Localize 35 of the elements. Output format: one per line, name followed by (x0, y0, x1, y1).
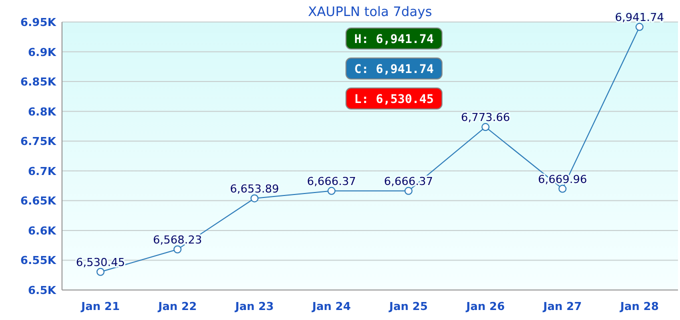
point (482, 123, 490, 132)
chart-title: XAUPLN tola 7days (308, 5, 432, 20)
data-label: 6,530.45 (76, 256, 125, 269)
x-tick-label: Jan 25 (388, 300, 428, 313)
y-tick-label: 6.9K (28, 46, 56, 59)
x-tick-label: Jan 26 (465, 300, 506, 313)
point (636, 22, 644, 31)
y-tick-label: 6.85K (20, 76, 56, 89)
y-tick-label: 6.7K (28, 164, 56, 178)
point (250, 194, 258, 202)
annotation: L: 6,530.45 (354, 92, 434, 106)
data-label: 6,941.74 (615, 10, 664, 24)
y-tick-label: 6.55K (20, 254, 56, 268)
point (174, 245, 182, 254)
x-tick-label: Jan 28 (619, 300, 659, 313)
point (328, 186, 336, 195)
y-tick-label: 6.95K (20, 16, 56, 29)
data-label: 6,773.66 (461, 111, 510, 124)
x-tick-label: Jan 23 (234, 300, 274, 313)
annotation: H: 6,941.74 (354, 32, 434, 46)
x-tick-label: Jan 27 (542, 300, 582, 313)
data-label: 6,666.37 (307, 174, 356, 188)
y-tick-label: 6.65K (20, 194, 56, 208)
point (96, 268, 104, 276)
annotation: C: 6,941.74 (354, 62, 434, 76)
y-tick-label: 6.6K (28, 224, 56, 238)
x-tick-label: Jan 21 (80, 300, 120, 313)
y-tick-label: 6.8K (28, 105, 56, 118)
y-tick-label: 6.5K (28, 284, 56, 297)
data-label: 6,653.89 (230, 182, 279, 196)
y-tick-label: 6.75K (20, 135, 56, 148)
point (558, 184, 566, 193)
point (404, 186, 412, 195)
x-tick-label: Jan 24 (311, 300, 352, 313)
x-tick-label: Jan 22 (157, 300, 197, 313)
